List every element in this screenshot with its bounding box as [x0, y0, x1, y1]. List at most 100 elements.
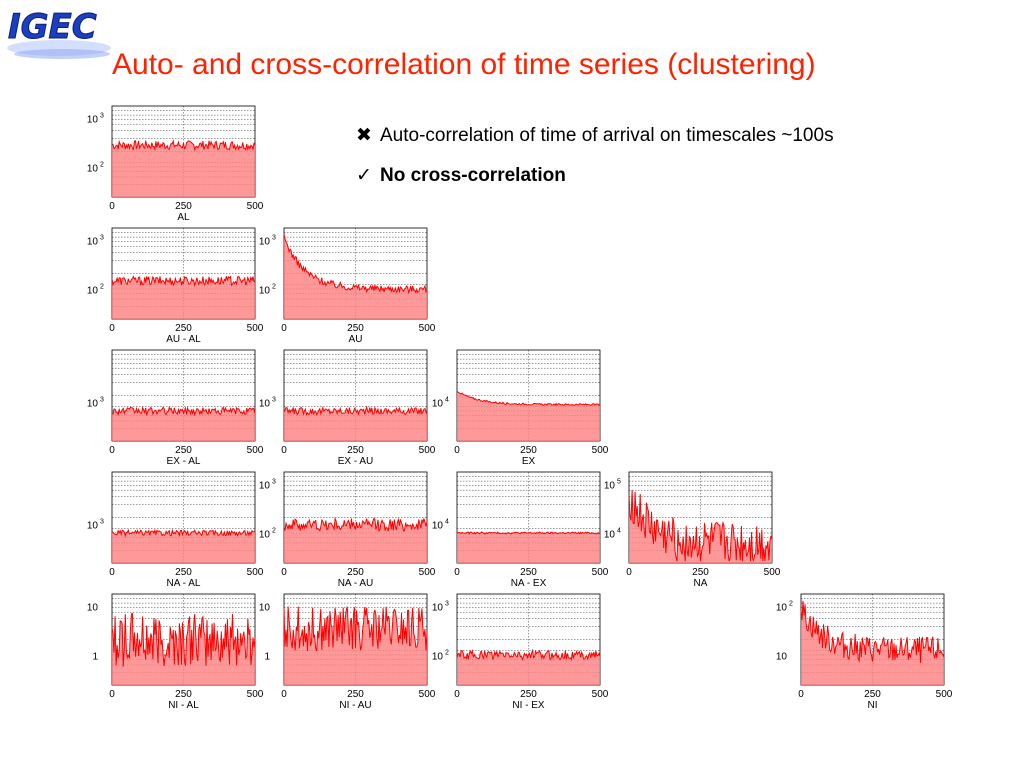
series-area	[112, 276, 255, 319]
chart-title: NA - AU	[338, 578, 374, 589]
chart-title: EX	[522, 456, 536, 467]
series-line	[628, 489, 773, 563]
x-tick-label: 0	[109, 323, 115, 334]
chart-panel-3: 0 250 500 EX - AL 10 3	[87, 349, 264, 467]
x-tick-label: 500	[936, 689, 953, 700]
y-tick-exponent: 4	[617, 528, 621, 535]
x-tick-label: 250	[175, 323, 192, 334]
y-tick-label: 10	[432, 652, 444, 663]
series-area	[457, 390, 600, 441]
x-tick-label: 0	[109, 689, 115, 700]
x-tick-label: 500	[247, 323, 264, 334]
series-area	[801, 600, 944, 685]
igec-logo: IGEC	[7, 7, 111, 59]
x-tick-label: 250	[347, 567, 364, 578]
x-tick-label: 0	[281, 689, 287, 700]
y-tick-label: 10	[259, 480, 271, 491]
chart-title: AL	[177, 212, 190, 223]
chart-title: AU - AL	[166, 334, 201, 345]
page-title: Auto- and cross-correlation of time seri…	[112, 48, 816, 81]
x-tick-label: 250	[864, 689, 881, 700]
y-tick-label: 10	[87, 520, 99, 531]
x-tick-label: 500	[419, 445, 436, 456]
series-line	[456, 648, 601, 661]
series-area	[112, 140, 255, 197]
series-area	[112, 613, 255, 685]
series-area	[629, 490, 772, 563]
y-tick-label: 10	[604, 530, 616, 541]
series-line	[283, 233, 428, 294]
y-tick-label: 10	[87, 286, 99, 297]
chart-title: NI - AU	[339, 700, 371, 711]
y-tick-label: 10	[259, 398, 271, 409]
x-tick-label: 250	[347, 323, 364, 334]
x-tick-label: 250	[175, 567, 192, 578]
x-tick-label: 0	[454, 445, 460, 456]
y-tick-exponent: 2	[100, 284, 104, 291]
chart-panel-8: 0 250 500 NA - EX 10 4	[432, 471, 609, 589]
y-tick-label: 10	[87, 602, 99, 613]
y-tick-exponent: 2	[100, 162, 104, 169]
x-tick-label: 500	[247, 445, 264, 456]
series-area	[457, 532, 600, 563]
x-tick-label: 250	[520, 567, 537, 578]
x-tick-label: 0	[281, 323, 287, 334]
chart-title: NI	[868, 700, 878, 711]
y-tick-exponent: 2	[272, 284, 276, 291]
y-tick-label: 1	[92, 652, 98, 663]
series-area	[112, 407, 255, 441]
x-tick-label: 0	[626, 567, 632, 578]
series-line	[111, 406, 256, 417]
x-tick-label: 250	[520, 689, 537, 700]
series-line	[283, 606, 428, 652]
y-tick-label: 10	[432, 398, 444, 409]
x-tick-label: 250	[347, 445, 364, 456]
x-tick-label: 0	[109, 567, 115, 578]
chart-title: NA - EX	[511, 578, 547, 589]
series-line	[800, 600, 945, 663]
logo-text: IGEC	[8, 7, 97, 47]
y-tick-exponent: 3	[272, 478, 276, 485]
x-tick-label: 250	[347, 689, 364, 700]
chart-title: NI - AL	[168, 700, 199, 711]
x-tick-label: 500	[247, 201, 264, 212]
y-tick-exponent: 3	[100, 234, 104, 241]
y-tick-exponent: 2	[445, 650, 449, 657]
x-tick-label: 250	[692, 567, 709, 578]
series-line	[111, 139, 256, 152]
series-line	[111, 528, 256, 538]
y-tick-label: 10	[87, 164, 99, 175]
x-tick-label: 500	[247, 689, 264, 700]
series-area	[284, 407, 427, 441]
y-tick-exponent: 5	[617, 478, 621, 485]
cross-mark-icon: ✖	[356, 125, 372, 146]
chart-title: NA - AL	[167, 578, 201, 589]
series-line	[111, 612, 256, 667]
chart-title: AU	[349, 334, 363, 345]
x-tick-label: 500	[247, 567, 264, 578]
x-tick-label: 500	[764, 567, 781, 578]
bullet-autocorrelation: ✖ Auto-correlation of time of arrival on …	[356, 124, 834, 147]
x-tick-label: 250	[520, 445, 537, 456]
x-tick-label: 0	[281, 445, 287, 456]
y-tick-label: 10	[259, 602, 271, 613]
x-tick-label: 500	[419, 689, 436, 700]
bullet-no-crosscorrelation: ✓ No cross-correlation	[356, 164, 566, 187]
y-tick-exponent: 3	[100, 396, 104, 403]
x-tick-label: 250	[175, 445, 192, 456]
chart-panel-11: 0 250 500 NI - AU 10 1	[259, 593, 436, 711]
x-tick-label: 0	[281, 567, 287, 578]
y-tick-label: 10	[87, 398, 99, 409]
x-tick-label: 0	[798, 689, 804, 700]
y-tick-label: 10	[259, 286, 271, 297]
y-tick-label: 10	[259, 236, 271, 247]
chart-panel-4: 0 250 500 EX - AU 10 3	[259, 349, 436, 467]
check-mark-icon: ✓	[356, 165, 372, 186]
bullet-text: Auto-correlation of time of arrival on t…	[380, 125, 834, 146]
